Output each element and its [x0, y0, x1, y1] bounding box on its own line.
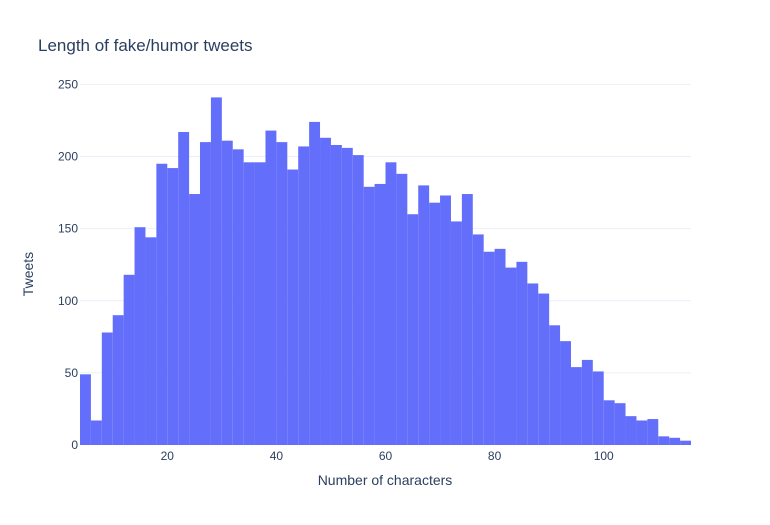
histogram-bar [385, 162, 397, 446]
x-axis-title: Number of characters [318, 472, 453, 488]
histogram-bar [265, 130, 277, 446]
histogram-bar [494, 248, 506, 445]
histogram-bar [450, 221, 462, 445]
y-tick-label: 200 [58, 150, 78, 164]
x-tick-label: 100 [594, 449, 614, 463]
y-tick-label: 50 [65, 366, 79, 380]
bars [80, 97, 691, 446]
histogram-bar [647, 419, 659, 445]
x-tick-label: 80 [488, 449, 502, 463]
histogram-bar [145, 237, 157, 445]
histogram-bar [232, 149, 244, 446]
histogram-bar [243, 162, 255, 446]
histogram-bar [330, 145, 342, 445]
histogram-bar [505, 267, 517, 445]
histogram-bar [669, 437, 681, 445]
chart-title: Length of fake/humor tweets [38, 36, 253, 55]
histogram-bar [396, 173, 408, 445]
histogram-bar [374, 183, 386, 445]
histogram-bar [614, 403, 626, 445]
histogram-bar [298, 146, 310, 445]
histogram-bar [483, 251, 495, 445]
histogram-bar [156, 163, 168, 445]
histogram-bar [516, 261, 528, 445]
y-tick-label: 0 [71, 438, 78, 452]
histogram-bar [90, 420, 102, 445]
histogram-bar [440, 195, 451, 445]
y-axis-title: Tweets [20, 252, 36, 296]
histogram-bar [210, 97, 222, 446]
histogram-bar [538, 293, 550, 445]
histogram-bar [287, 169, 299, 445]
histogram-bar [429, 202, 441, 445]
histogram-bar [134, 227, 146, 445]
histogram-bar [178, 132, 190, 445]
y-tick-label: 100 [58, 294, 78, 308]
x-axis-ticks: 20 40 60 80 100 [161, 449, 614, 463]
histogram-bar [570, 367, 582, 445]
histogram-bar [189, 194, 201, 445]
histogram-bar [200, 142, 211, 445]
histogram-bar [407, 214, 419, 445]
histogram-bar [658, 436, 670, 445]
histogram-bar [560, 341, 571, 445]
histogram-bar [636, 420, 648, 445]
histogram-bar [418, 185, 430, 445]
histogram-bar [625, 416, 637, 445]
histogram-bar [581, 359, 593, 445]
y-tick-label: 150 [58, 222, 78, 236]
x-tick-label: 20 [161, 449, 175, 463]
histogram-bar [112, 315, 124, 445]
histogram-bar [592, 371, 604, 445]
histogram-bar [527, 283, 539, 445]
histogram-bar [101, 332, 113, 445]
x-tick-label: 40 [270, 449, 284, 463]
histogram-bar [309, 121, 321, 445]
histogram-bar [472, 234, 484, 445]
histogram-bar [254, 162, 266, 446]
histogram-bar [461, 194, 473, 445]
histogram-bar [680, 440, 691, 445]
histogram-bar [276, 142, 288, 445]
histogram-bar [363, 186, 375, 446]
histogram-bar [603, 400, 615, 445]
x-tick-label: 60 [379, 449, 393, 463]
histogram-bar [549, 325, 561, 445]
histogram-bar [320, 137, 331, 446]
histogram-bar [80, 374, 91, 445]
histogram-bar [123, 274, 135, 445]
histogram-bar [221, 140, 233, 445]
y-tick-label: 250 [58, 77, 78, 91]
histogram-bar [352, 155, 364, 445]
y-axis-ticks: 0 50 100 150 200 250 [58, 77, 78, 452]
histogram-bar [167, 168, 179, 446]
histogram-bar [341, 147, 353, 445]
